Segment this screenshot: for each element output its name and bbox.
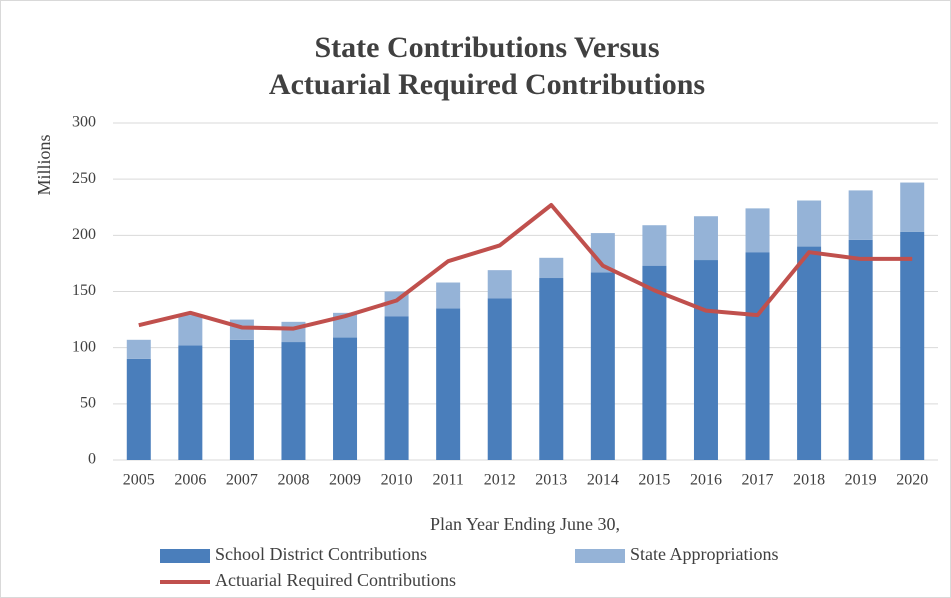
bar-segment — [178, 315, 203, 346]
bar-segment — [642, 265, 667, 460]
bar-segment — [487, 298, 512, 460]
y-tick-label: 0 — [88, 451, 96, 468]
x-tick-label: 2018 — [793, 472, 825, 489]
x-tick-label: 2007 — [226, 472, 258, 489]
y-tick-label: 250 — [72, 170, 96, 187]
bar-segment — [384, 316, 409, 460]
y-tick-label: 100 — [72, 338, 96, 355]
bar-segment — [900, 231, 925, 460]
x-axis-label: Plan Year Ending June 30, — [430, 514, 620, 534]
legend-swatch — [160, 549, 210, 563]
bar-segment — [487, 270, 512, 299]
bar-segment — [229, 339, 254, 460]
bar-segment — [900, 182, 925, 232]
bar-segment — [333, 337, 358, 460]
bar-segment — [436, 282, 461, 309]
bar-segment — [642, 225, 667, 266]
x-tick-label: 2020 — [896, 472, 928, 489]
bar-segment — [539, 278, 564, 460]
bar-segment — [848, 190, 873, 240]
x-tick-label: 2006 — [174, 472, 206, 489]
y-tick-label: 200 — [72, 226, 96, 243]
y-axis-label: Millions — [34, 134, 54, 195]
bar-segment — [539, 257, 564, 279]
chart-title: State Contributions Versus — [314, 31, 659, 64]
x-tick-label: 2013 — [535, 472, 567, 489]
x-tick-label: 2016 — [690, 472, 722, 489]
x-tick-label: 2008 — [277, 472, 309, 489]
bar-segment — [436, 308, 461, 460]
bar-segment — [797, 246, 822, 460]
bar-segment — [126, 358, 151, 460]
bar-segment — [693, 260, 718, 460]
bar-segment — [693, 216, 718, 261]
x-tick-label: 2015 — [638, 472, 670, 489]
x-tick-label: 2009 — [329, 472, 361, 489]
x-tick-label: 2019 — [845, 472, 877, 489]
x-tick-label: 2017 — [742, 472, 774, 489]
bar-segment — [848, 239, 873, 460]
legend-swatch — [575, 549, 625, 563]
x-tick-label: 2010 — [381, 472, 413, 489]
bar-segment — [229, 319, 254, 340]
bar-segment — [126, 339, 151, 359]
bar-segment — [745, 252, 770, 460]
chart-title: Actuarial Required Contributions — [269, 68, 705, 101]
x-tick-label: 2012 — [484, 472, 516, 489]
legend-label: State Appropriations — [630, 544, 778, 564]
bar-segment — [590, 272, 615, 460]
bar-segment — [745, 208, 770, 253]
line-series — [138, 203, 913, 331]
y-tick-label: 50 — [80, 395, 96, 412]
bar-segment — [797, 200, 822, 247]
bar-segment — [281, 342, 306, 460]
x-tick-label: 2014 — [587, 472, 619, 489]
legend-label: Actuarial Required Contributions — [215, 570, 456, 590]
y-tick-label: 150 — [72, 282, 96, 299]
bar-segment — [178, 345, 203, 460]
x-tick-label: 2011 — [432, 472, 463, 489]
y-tick-label: 300 — [72, 114, 96, 131]
x-tick-label: 2005 — [123, 472, 155, 489]
legend-label: School District Contributions — [215, 544, 427, 564]
